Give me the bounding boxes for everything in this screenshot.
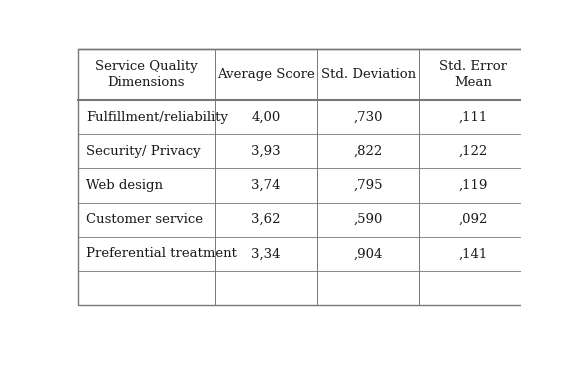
Text: ,795: ,795 (353, 179, 383, 192)
Text: ,092: ,092 (458, 213, 488, 226)
Text: Customer service: Customer service (86, 213, 203, 226)
Text: ,730: ,730 (353, 111, 383, 124)
Bar (78, 49, 526, 305)
Text: 4,00: 4,00 (251, 111, 280, 124)
Text: 3,74: 3,74 (251, 179, 280, 192)
Text: Fulfillment/reliability: Fulfillment/reliability (86, 111, 228, 124)
Text: 3,34: 3,34 (251, 247, 280, 260)
Text: ,822: ,822 (353, 145, 383, 158)
Text: Std. Deviation: Std. Deviation (321, 68, 416, 81)
Text: Security/ Privacy: Security/ Privacy (86, 145, 200, 158)
Text: Web design: Web design (86, 179, 163, 192)
Text: ,904: ,904 (353, 247, 383, 260)
Text: 3,93: 3,93 (251, 145, 281, 158)
Text: Service Quality
Dimensions: Service Quality Dimensions (95, 60, 197, 89)
Text: ,111: ,111 (458, 111, 488, 124)
Bar (78, 49, 526, 305)
Text: ,590: ,590 (353, 213, 383, 226)
Text: Preferential treatment: Preferential treatment (86, 247, 237, 260)
Text: ,122: ,122 (458, 145, 488, 158)
Text: Std. Error
Mean: Std. Error Mean (439, 60, 507, 89)
Text: 3,62: 3,62 (251, 213, 280, 226)
Text: Average Score: Average Score (217, 68, 314, 81)
Text: ,119: ,119 (458, 179, 488, 192)
Text: ,141: ,141 (458, 247, 488, 260)
